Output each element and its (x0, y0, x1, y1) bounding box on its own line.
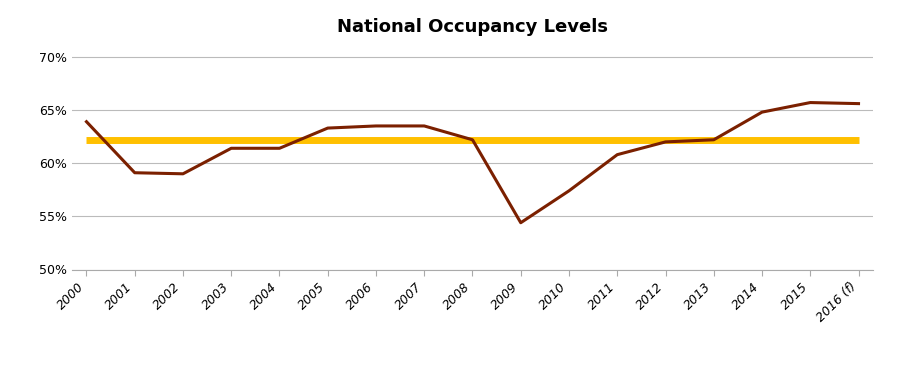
1988-2015 Avg Occ (467, 137, 478, 142)
Occ (516, 220, 526, 225)
1988-2015 Avg Occ (81, 137, 92, 142)
1988-2015 Avg Occ (708, 137, 719, 142)
1988-2015 Avg Occ (130, 137, 140, 142)
Occ (274, 146, 285, 151)
Occ (708, 137, 719, 142)
1988-2015 Avg Occ (274, 137, 285, 142)
1988-2015 Avg Occ (371, 137, 382, 142)
1988-2015 Avg Occ (612, 137, 623, 142)
Occ (805, 100, 815, 105)
1988-2015 Avg Occ (322, 137, 333, 142)
1988-2015 Avg Occ (805, 137, 815, 142)
Occ (177, 171, 188, 176)
1988-2015 Avg Occ (226, 137, 237, 142)
Occ (81, 119, 92, 124)
Occ (130, 171, 140, 175)
1988-2015 Avg Occ (660, 137, 670, 142)
Occ (322, 126, 333, 131)
Occ (467, 137, 478, 142)
1988-2015 Avg Occ (177, 137, 188, 142)
1988-2015 Avg Occ (853, 137, 864, 142)
Occ (853, 101, 864, 106)
Occ (226, 146, 237, 151)
Occ (371, 124, 382, 128)
Occ (660, 140, 670, 144)
Line: Occ: Occ (86, 102, 859, 223)
1988-2015 Avg Occ (757, 137, 768, 142)
1988-2015 Avg Occ (516, 137, 526, 142)
Occ (563, 189, 574, 193)
1988-2015 Avg Occ (563, 137, 574, 142)
1988-2015 Avg Occ (418, 137, 429, 142)
Title: National Occupancy Levels: National Occupancy Levels (337, 18, 608, 36)
Occ (612, 152, 623, 157)
Occ (757, 110, 768, 114)
Occ (418, 124, 429, 128)
